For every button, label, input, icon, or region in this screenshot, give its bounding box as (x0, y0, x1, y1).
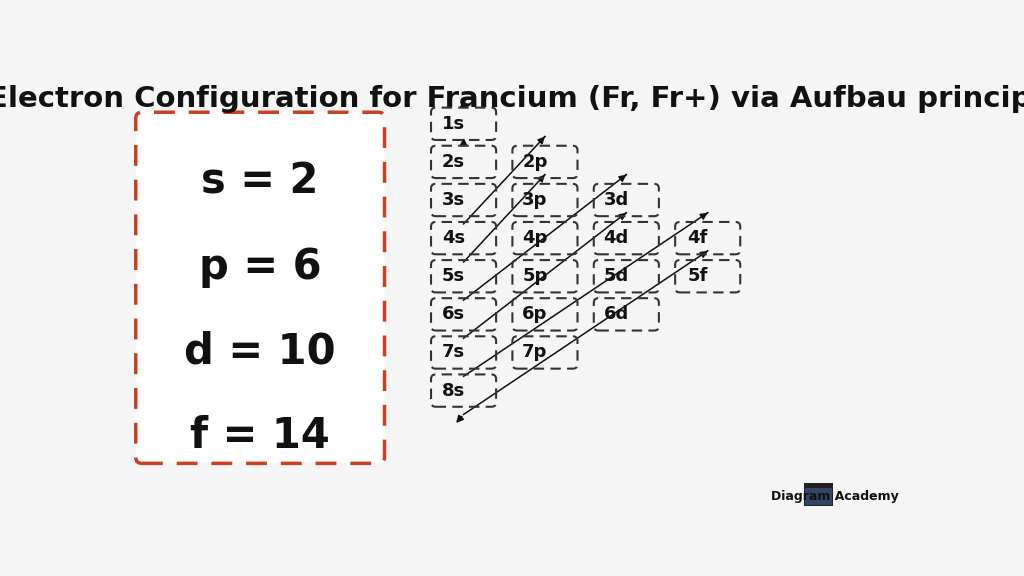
Text: 6s: 6s (442, 305, 465, 323)
Text: 3d: 3d (603, 191, 629, 209)
Text: d = 10: d = 10 (184, 330, 336, 372)
Text: 2p: 2p (522, 153, 548, 171)
Text: 5s: 5s (442, 267, 465, 285)
Text: 5f: 5f (687, 267, 708, 285)
Text: 7s: 7s (442, 343, 465, 362)
Text: s = 2: s = 2 (202, 161, 318, 203)
Text: f = 14: f = 14 (190, 415, 330, 457)
Text: 4s: 4s (442, 229, 465, 247)
FancyBboxPatch shape (136, 112, 385, 463)
Text: 7p: 7p (522, 343, 548, 362)
Text: p = 6: p = 6 (199, 245, 322, 287)
Text: 2s: 2s (442, 153, 465, 171)
Text: 3p: 3p (522, 191, 548, 209)
FancyBboxPatch shape (804, 483, 834, 506)
Text: 4p: 4p (522, 229, 548, 247)
Text: 4d: 4d (603, 229, 629, 247)
Text: 3s: 3s (442, 191, 465, 209)
Text: 5d: 5d (603, 267, 629, 285)
Text: 6d: 6d (603, 305, 629, 323)
Text: 8s: 8s (442, 381, 465, 400)
Text: Diagram Academy: Diagram Academy (771, 490, 899, 503)
Text: 1s: 1s (442, 115, 465, 133)
Text: Electron Configuration for Francium (Fr, Fr+) via Aufbau principle: Electron Configuration for Francium (Fr,… (0, 85, 1024, 113)
Text: 5p: 5p (522, 267, 548, 285)
Text: 6p: 6p (522, 305, 548, 323)
Text: 4f: 4f (687, 229, 708, 247)
FancyBboxPatch shape (805, 488, 831, 505)
